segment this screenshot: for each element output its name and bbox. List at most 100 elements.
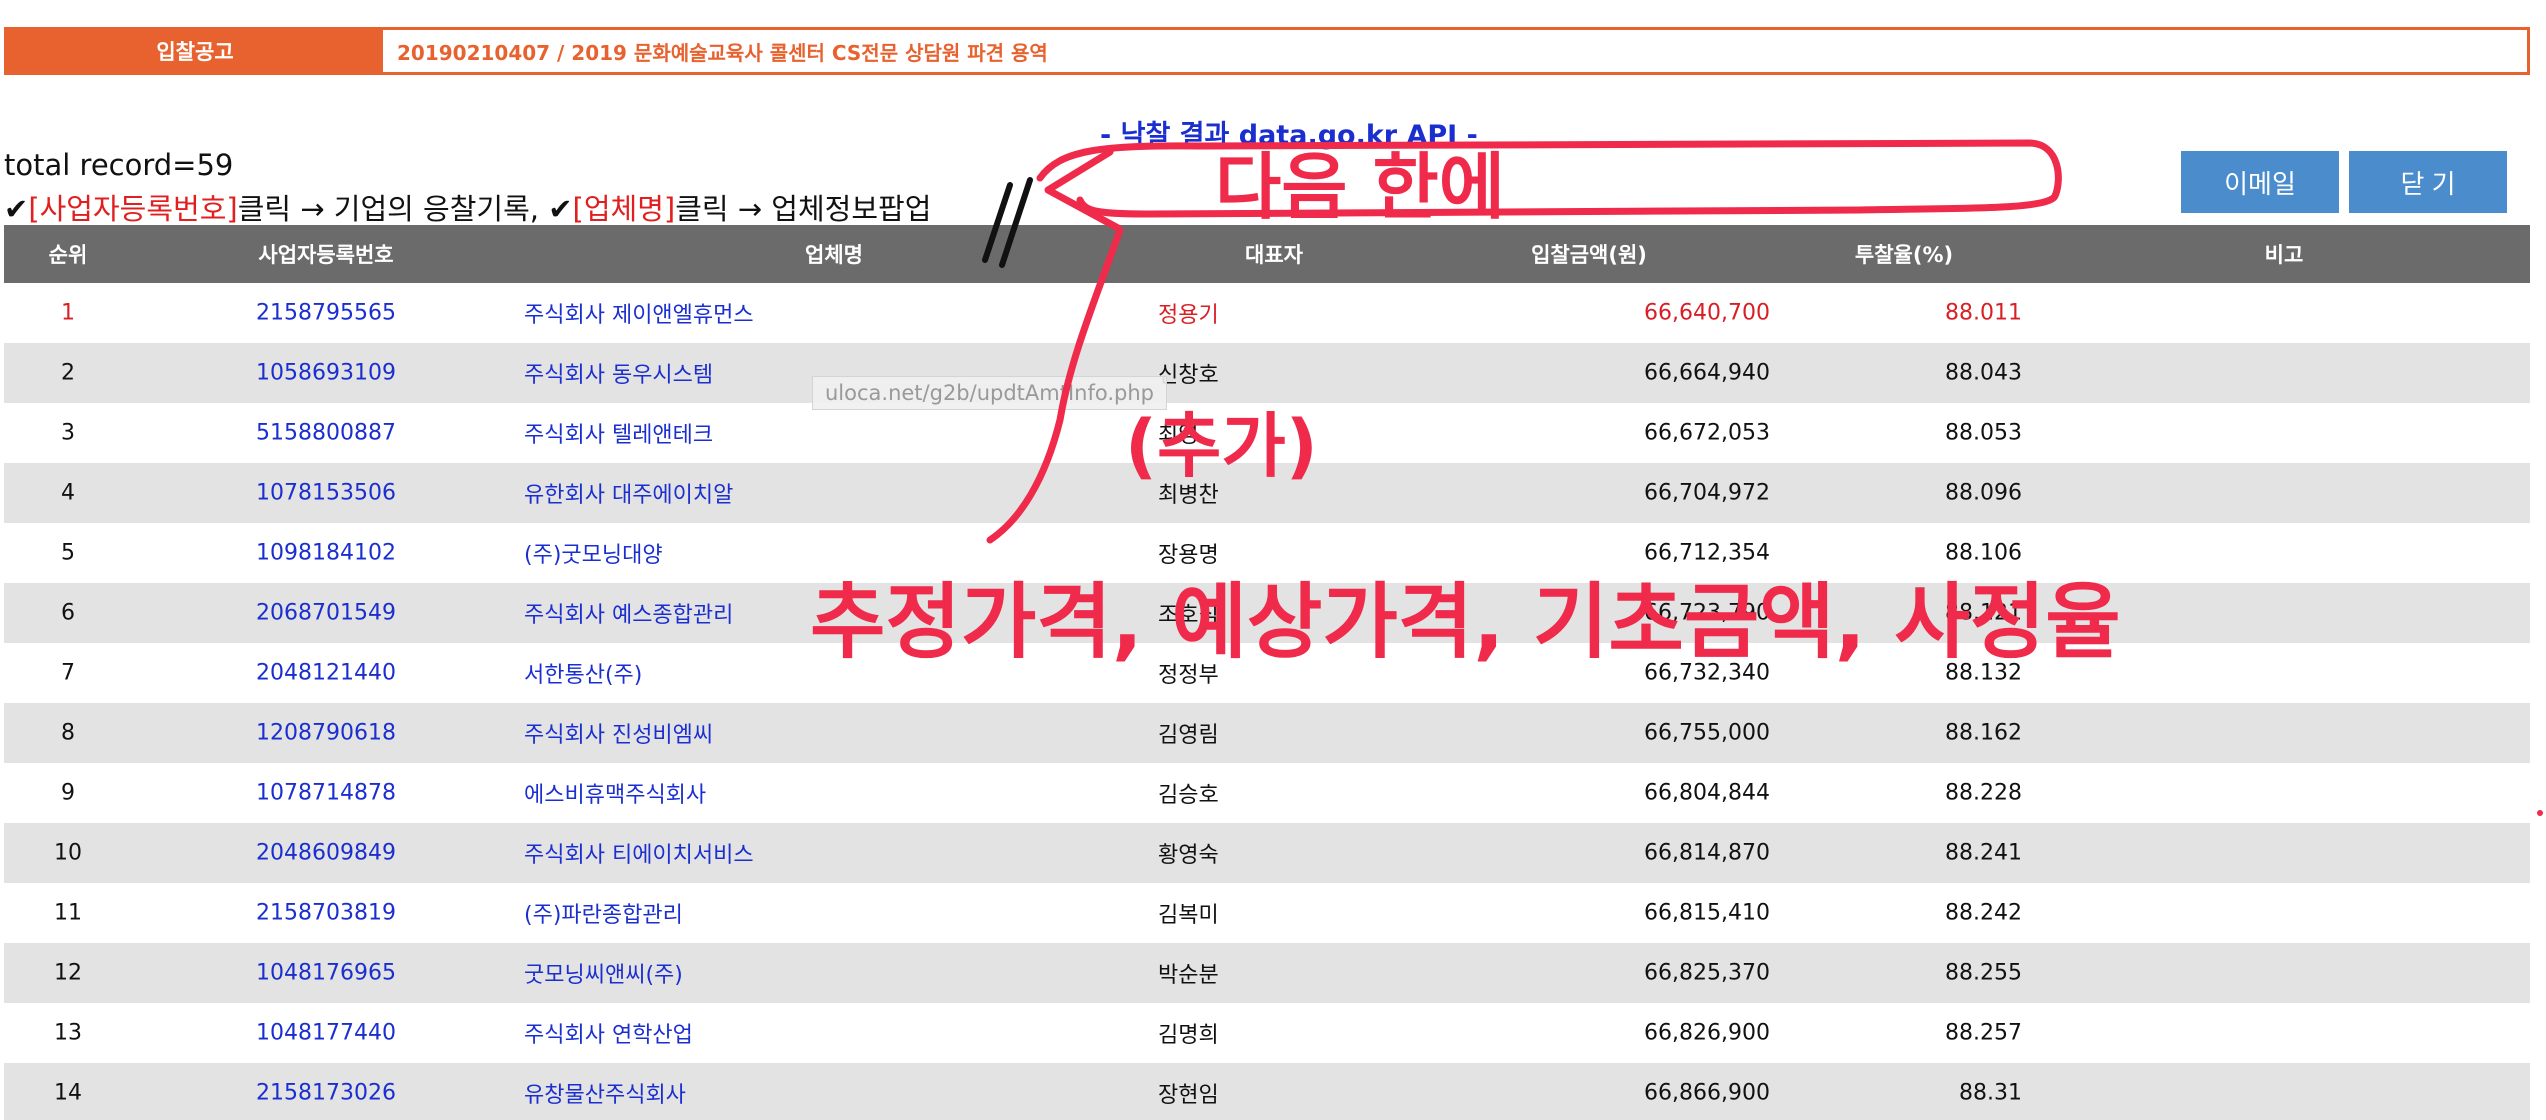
header-rate: 투찰율(%) [1854,243,1954,267]
guide-biz-no: [사업자등록번호] [28,192,238,226]
rate-cell: 88.242 [1945,900,2022,926]
usage-guide: ✔[사업자등록번호]클릭 → 기업의 응찰기록, ✔[업체명]클릭 → 업체정보… [4,186,931,228]
amount-cell: 66,814,870 [1644,840,1770,866]
amount-cell: 66,815,410 [1644,900,1770,926]
company-link[interactable]: 주식회사 예스종합관리 [524,603,734,628]
company-link[interactable]: 주식회사 동우시스템 [524,363,714,388]
table-row: 10 2048609849 주식회사 티에이치서비스 황영숙 66,814,870 88.… [4,823,2530,883]
table-row: 2 1058693109 주식회사 동우시스템 신창호 66,664,940 88.043 [4,343,2530,403]
biz-no-link[interactable]: 1058693109 [256,360,396,386]
table-row: 9 1078714878 에스비휴맥주식회사 김승호 66,804,844 88.228 [4,763,2530,823]
ceo-cell: 김명희 [1158,1023,1219,1048]
rank-cell: 7 [61,660,75,686]
rank-cell: 13 [54,1020,82,1046]
rate-cell: 88.011 [1945,300,2022,326]
table-row: 14 2158173026 유창물산주식회사 장현임 66,866,900 88.31 [4,1063,2530,1120]
close-button[interactable]: 닫 기 [2349,151,2507,213]
biz-no-link[interactable]: 1208790618 [256,720,396,746]
check-icon: ✔ [4,192,29,226]
company-link[interactable]: (주)파란종합관리 [524,903,683,928]
biz-no-link[interactable]: 1078153506 [256,480,396,506]
ceo-cell: 김영림 [1158,723,1219,748]
rank-cell: 2 [61,360,75,386]
amount-cell: 66,672,053 [1644,420,1770,446]
biz-no-link[interactable]: 5158800887 [256,420,396,446]
biz-no-link[interactable]: 1078714878 [256,780,396,806]
ceo-cell: 장용명 [1158,543,1219,568]
company-link[interactable]: 주식회사 제이앤엘휴먼스 [524,303,754,328]
amount-cell: 66,826,900 [1644,1020,1770,1046]
table-row: 13 1048177440 주식회사 연학산업 김명희 66,826,900 88.257 [4,1003,2530,1063]
rank-cell: 10 [54,840,82,866]
table-row: 6 2068701549 주식회사 예스종합관리 조호식 66,723,790 88.12… [4,583,2530,643]
rank-cell: 5 [61,540,75,566]
company-link[interactable]: 에스비휴맥주식회사 [524,783,707,808]
amount-cell: 66,723,790 [1644,600,1770,626]
table-row: 12 1048176965 굿모닝씨앤씨(주) 박순분 66,825,370 88.255 [4,943,2530,1003]
ceo-cell: 장현임 [1158,1083,1219,1108]
company-link[interactable]: 주식회사 티에이치서비스 [524,843,754,868]
rank-cell: 14 [54,1080,82,1106]
table-row: 4 1078153506 유한회사 대주에이치알 최병찬 66,704,972 88.09… [4,463,2530,523]
rate-cell: 88.096 [1945,480,2022,506]
ceo-cell: 신창호 [1158,363,1219,388]
header-ceo: 대표자 [1245,243,1303,267]
rank-cell: 6 [61,600,75,626]
ceo-cell: 박순분 [1158,963,1219,988]
rank-cell: 12 [54,960,82,986]
table-row: 3 5158800887 주식회사 텔레앤테크 최영 66,672,053 88.053 [4,403,2530,463]
amount-cell: 66,712,354 [1644,540,1770,566]
header-company: 업체명 [805,243,863,267]
header-rank: 순위 [48,243,88,267]
biz-no-link[interactable]: 2068701549 [256,600,396,626]
rate-cell: 88.228 [1945,780,2022,806]
header-note: 비고 [2264,243,2304,267]
company-link[interactable]: 주식회사 진성비엠씨 [524,723,714,748]
company-link[interactable]: 서한통산(주) [524,663,643,688]
table-row: 5 1098184102 (주)굿모닝대양 장용명 66,712,354 88.106 [4,523,2530,583]
rank-cell: 3 [61,420,75,446]
rate-cell: 88.132 [1945,660,2022,686]
biz-no-link[interactable]: 1098184102 [256,540,396,566]
company-link[interactable]: 유한회사 대주에이치알 [524,483,734,508]
annotation-arrow-head [1044,148,1122,232]
biz-no-link[interactable]: 2158795565 [256,300,396,326]
table-row: 11 2158703819 (주)파란종합관리 김복미 66,815,410 88.242 [4,883,2530,943]
header-biz-no: 사업자등록번호 [258,243,394,267]
company-link[interactable]: 유창물산주식회사 [524,1083,686,1108]
rate-cell: 88.255 [1945,960,2022,986]
email-button[interactable]: 이메일 [2181,151,2339,213]
ceo-cell: 김복미 [1158,903,1219,928]
amount-cell: 66,825,370 [1644,960,1770,986]
amount-cell: 66,704,972 [1644,480,1770,506]
rank-cell: 1 [61,300,75,326]
company-link[interactable]: 주식회사 연학산업 [524,1023,693,1048]
table-row: 1 2158795565 주식회사 제이앤엘휴먼스 정용기 66,640,700 88.0… [4,283,2530,343]
company-link[interactable]: 굿모닝씨앤씨(주) [524,963,683,988]
header-amount: 입찰금액(원) [1531,243,1647,267]
biz-no-link[interactable]: 2048121440 [256,660,396,686]
table-body: 1 2158795565 주식회사 제이앤엘휴먼스 정용기 66,640,700 88.0… [4,283,2530,1120]
rank-cell: 8 [61,720,75,746]
biz-no-link[interactable]: 2048609849 [256,840,396,866]
guide-company: [업체명] [572,192,676,226]
rate-cell: 88.257 [1945,1020,2022,1046]
biz-no-link[interactable]: 2158703819 [256,900,396,926]
biz-no-link[interactable]: 1048177440 [256,1020,396,1046]
rate-cell: 88.241 [1945,840,2022,866]
ceo-cell: 정용기 [1158,303,1219,328]
amount-cell: 66,640,700 [1644,300,1770,326]
table-row: 8 1208790618 주식회사 진성비엠씨 김영림 66,755,000 88.162 [4,703,2530,763]
annotation-outline [1036,139,2062,218]
company-link[interactable]: (주)굿모닝대양 [524,543,663,568]
biz-no-link[interactable]: 1048176965 [256,960,396,986]
table-row: 7 2048121440 서한통산(주) 정정부 66,732,340 88.132 [4,643,2530,703]
company-link[interactable]: 주식회사 텔레앤테크 [524,423,714,448]
biz-no-link[interactable]: 2158173026 [256,1080,396,1106]
link-tooltip: uloca.net/g2b/updtAmtInfo.php [812,376,1167,410]
ceo-cell: 최영 [1158,423,1199,448]
guide-text-1: 클릭 → 기업의 응찰기록, [237,192,549,226]
rate-cell: 88.121 [1945,600,2022,626]
guide-text-2: 클릭 → 업체정보팝업 [675,192,932,226]
